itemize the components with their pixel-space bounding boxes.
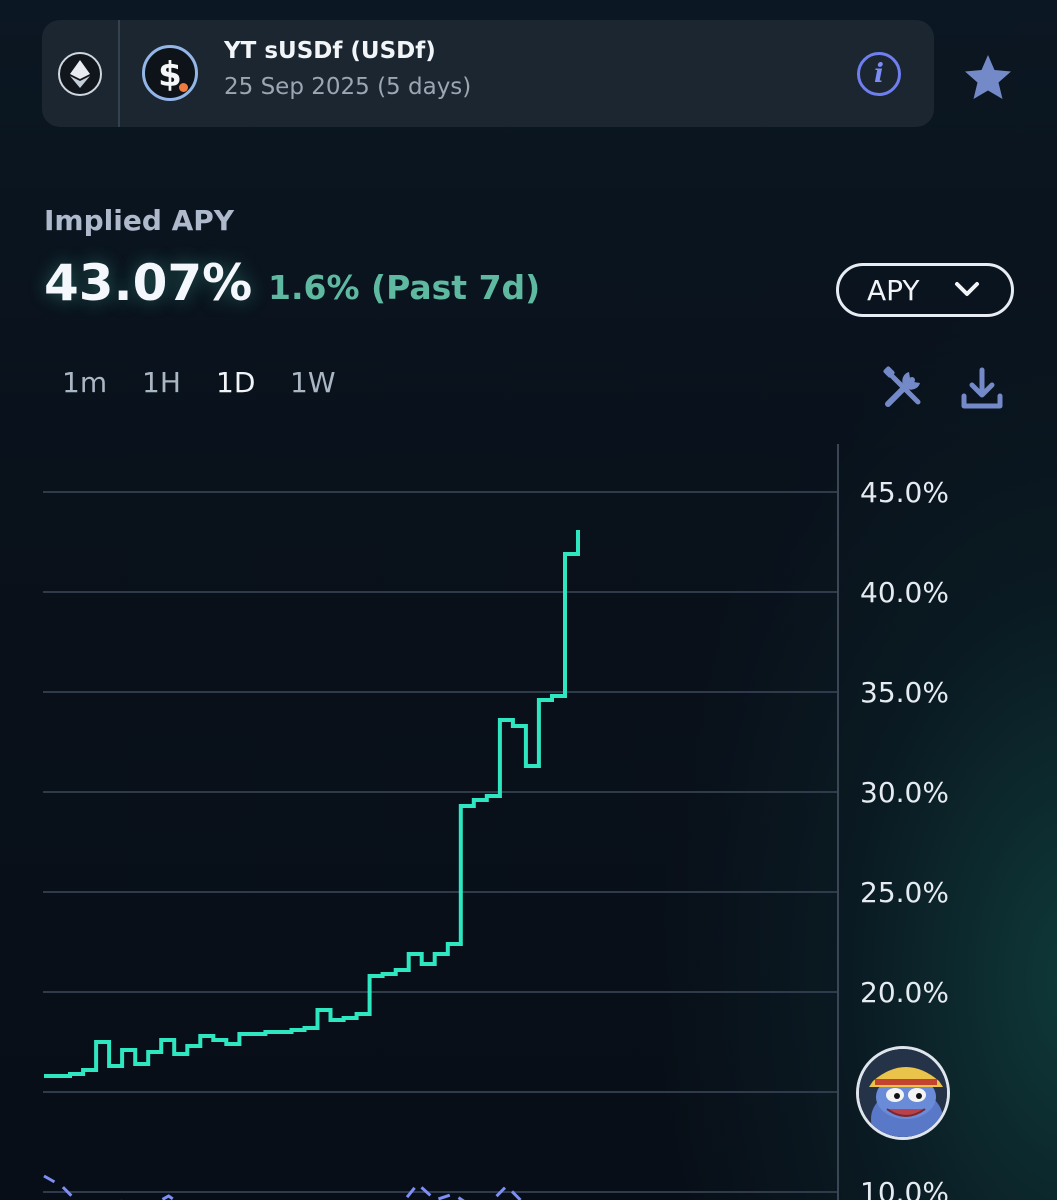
- metric-change: 1.6% (Past 7d): [268, 268, 541, 307]
- dollar-icon: $: [142, 45, 198, 101]
- y-axis-ticks: 45.0% 40.0% 35.0% 30.0% 25.0% 20.0% 10.0%: [860, 476, 949, 1200]
- dollar-glyph: $: [158, 55, 182, 93]
- tab-1h[interactable]: 1H: [142, 366, 181, 399]
- y-tick-label: 45.0%: [860, 476, 949, 509]
- mode-select[interactable]: APY: [836, 263, 1014, 317]
- metric-value: 43.07%: [44, 254, 253, 312]
- apy-series-line: [44, 530, 580, 1078]
- market-expiry: 25 Sep 2025 (5 days): [224, 74, 472, 100]
- secondary-series-line: [43, 1174, 523, 1200]
- mode-select-label: APY: [867, 273, 920, 307]
- header-divider: [118, 20, 120, 127]
- apy-chart[interactable]: 45.0% 40.0% 35.0% 30.0% 25.0% 20.0% 10.0%: [0, 430, 1057, 1200]
- y-tick-label: 35.0%: [860, 676, 949, 709]
- info-glyph: i: [874, 59, 884, 89]
- y-tick-label: 40.0%: [860, 576, 949, 609]
- chevron-down-icon: [955, 282, 979, 296]
- tools-icon[interactable]: [882, 366, 926, 410]
- chart-grid: [43, 491, 838, 1193]
- download-icon[interactable]: [960, 366, 1004, 410]
- market-name: YT sUSDf (USDf): [224, 38, 436, 64]
- y-tick-label: 10.0%: [860, 1176, 949, 1200]
- y-tick-label: 30.0%: [860, 776, 949, 809]
- tab-1w[interactable]: 1W: [290, 366, 336, 399]
- metric-label: Implied APY: [44, 204, 235, 237]
- tab-1d[interactable]: 1D: [216, 366, 256, 399]
- tab-1m[interactable]: 1m: [62, 366, 108, 399]
- avatar-image: [859, 1049, 947, 1137]
- star-icon[interactable]: [962, 52, 1014, 102]
- token-status-dot: [179, 83, 188, 92]
- y-tick-label: 25.0%: [860, 876, 949, 909]
- ethereum-icon: [58, 52, 102, 96]
- ethereum-glyph: [70, 60, 90, 88]
- avatar[interactable]: [856, 1046, 950, 1140]
- y-tick-label: 20.0%: [860, 976, 949, 1009]
- info-icon[interactable]: i: [857, 52, 901, 96]
- svg-text:$: $: [158, 55, 182, 93]
